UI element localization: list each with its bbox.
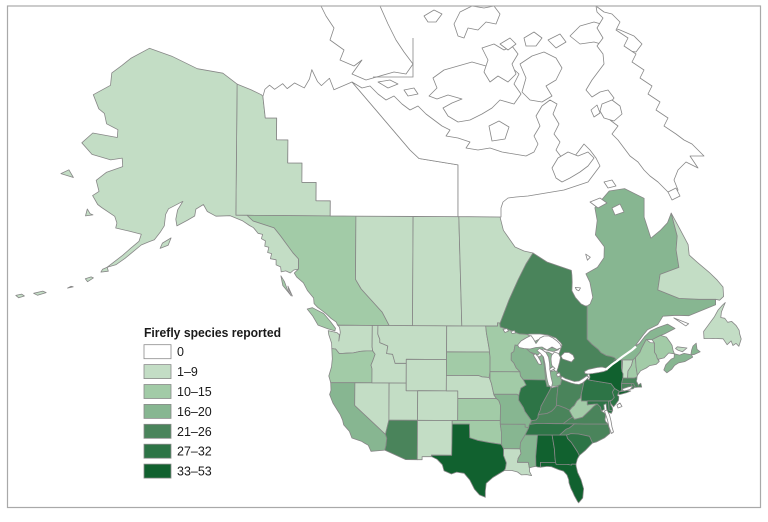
- svg-text:0: 0: [177, 345, 184, 359]
- svg-text:27–32: 27–32: [177, 445, 212, 459]
- svg-text:33–53: 33–53: [177, 465, 212, 479]
- svg-text:10–15: 10–15: [177, 385, 212, 399]
- svg-text:1–9: 1–9: [177, 365, 198, 379]
- svg-text:21–26: 21–26: [177, 425, 212, 439]
- svg-text:Firefly species reported: Firefly species reported: [144, 325, 281, 340]
- svg-text:16–20: 16–20: [177, 405, 212, 419]
